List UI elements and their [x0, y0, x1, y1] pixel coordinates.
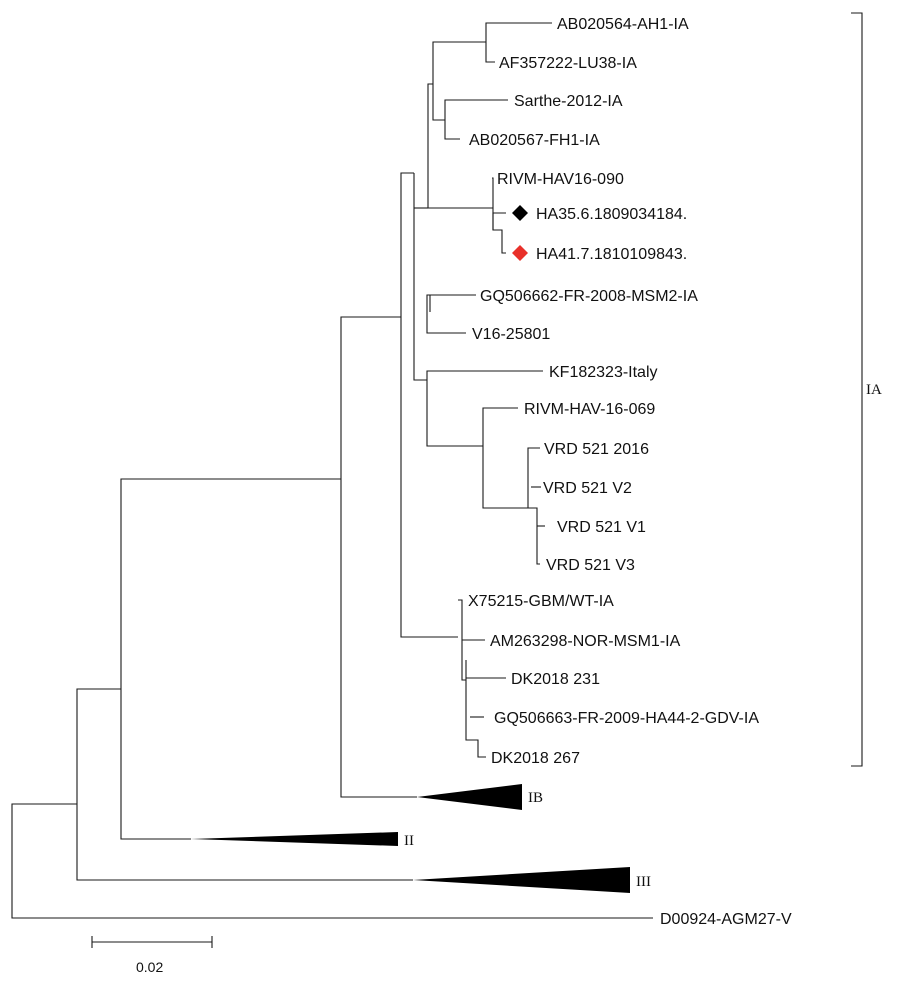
leaf-label: VRD 521 V1 — [557, 519, 646, 536]
branch — [11, 803, 653, 919]
branch — [482, 407, 528, 509]
collapsed-clade-label: III — [636, 874, 651, 890]
leaf-label: VRD 521 2016 — [544, 441, 649, 458]
branch — [400, 172, 458, 638]
leaf-label: KF182323-Italy — [549, 364, 658, 381]
leaf-label: V16-25801 — [472, 326, 550, 343]
collapsed-clade-ii-triangle — [191, 832, 398, 846]
clade-bracket-ia — [851, 12, 863, 767]
leaf-label: RIVM-HAV16-090 — [497, 171, 624, 188]
collapsed-clade-ib-triangle — [417, 784, 522, 810]
branch — [413, 173, 427, 381]
leaf-label: X75215-GBM/WT-IA — [468, 593, 614, 610]
leaf-label: HA41.7.1810109843. — [536, 246, 687, 263]
bracket-label-ia: IA — [866, 382, 882, 398]
leaf-label: AB020564-AH1-IA — [557, 16, 689, 33]
branch — [531, 507, 540, 565]
leaf-label: AM263298-NOR-MSM1-IA — [490, 633, 681, 650]
leaf-label: D00924-AGM27-V — [660, 911, 792, 928]
branch — [432, 41, 486, 121]
leaf-label: GQ506663-FR-2009-HA44-2-GDV-IA — [494, 710, 759, 727]
collapsed-clade-label: IB — [528, 790, 543, 806]
leaf-label: RIVM-HAV-16-069 — [524, 401, 655, 418]
branch — [492, 212, 506, 254]
leaf-label: Sarthe-2012-IA — [514, 93, 623, 110]
leaf-label: VRD 521 V2 — [543, 480, 632, 497]
branch — [120, 478, 341, 840]
branch — [426, 294, 476, 334]
tree-branches — [11, 12, 863, 948]
branch — [485, 22, 552, 63]
branch — [427, 83, 493, 209]
leaf-label: DK2018 267 — [491, 750, 580, 767]
leaf-labels: AB020564-AH1-IA AF357222-LU38-IA Sarthe-… — [468, 16, 792, 928]
branch — [426, 370, 543, 447]
black-diamond-marker — [512, 205, 528, 221]
leaf-label: GQ506662-FR-2008-MSM2-IA — [480, 288, 698, 305]
branch — [76, 688, 413, 881]
branch — [444, 99, 508, 140]
collapsed-clade-label: II — [404, 833, 414, 849]
leaf-label: HA35.6.1809034184. — [536, 206, 687, 223]
branch — [340, 316, 417, 798]
leaf-label: AF357222-LU38-IA — [499, 55, 637, 72]
leaf-label: AB020567-FH1-IA — [469, 132, 600, 149]
leaf-label: DK2018 231 — [511, 671, 600, 688]
leaf-label: VRD 521 V3 — [546, 557, 635, 574]
red-diamond-marker — [512, 245, 528, 261]
branch — [465, 660, 486, 758]
scale-bar-label: 0.02 — [136, 959, 163, 975]
branch — [527, 447, 540, 509]
collapsed-clade-iii-triangle — [413, 867, 630, 893]
